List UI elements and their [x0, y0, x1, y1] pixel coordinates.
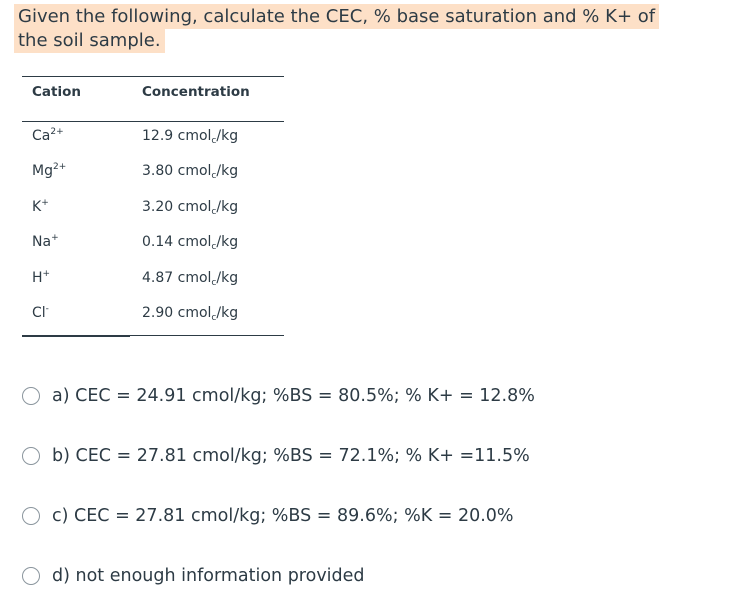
table-bottom-rule — [22, 335, 284, 336]
concentration-cell: 3.80 cmolc/kg — [142, 163, 239, 181]
table-header-rule — [22, 121, 284, 122]
radio-button-icon[interactable] — [22, 447, 40, 465]
answer-option-label: d) not enough information provided — [52, 566, 365, 586]
answer-option-c[interactable]: c) CEC = 27.81 cmol/kg; %BS = 89.6%; %K … — [22, 503, 514, 529]
radio-button-icon[interactable] — [22, 567, 40, 585]
answer-option-label: c) CEC = 27.81 cmol/kg; %BS = 89.6%; %K … — [52, 506, 514, 526]
answer-option-label: b) CEC = 27.81 cmol/kg; %BS = 72.1%; % K… — [52, 446, 530, 466]
question-highlight: Given the following, calculate the CEC, … — [14, 4, 660, 53]
anion-cell: Cl- — [32, 304, 49, 322]
concentration-cell: 4.87 cmolc/kg — [142, 270, 239, 288]
header-cation: Cation — [32, 84, 81, 100]
concentration-cell: 3.20 cmolc/kg — [142, 199, 239, 217]
concentration-cell: 2.90 cmolc/kg — [142, 305, 239, 323]
cation-cell: Mg2+ — [32, 162, 67, 180]
answer-option-a[interactable]: a) CEC = 24.91 cmol/kg; %BS = 80.5%; % K… — [22, 383, 535, 409]
radio-button-icon[interactable] — [22, 387, 40, 405]
radio-button-icon[interactable] — [22, 507, 40, 525]
cation-cell: Ca2+ — [32, 127, 64, 145]
table-bottom-rule-double — [22, 336, 130, 337]
table-top-rule — [22, 76, 284, 77]
concentration-cell: 0.14 cmolc/kg — [142, 234, 239, 252]
concentration-cell: 12.9 cmolc/kg — [142, 128, 239, 146]
answer-option-b[interactable]: b) CEC = 27.81 cmol/kg; %BS = 72.1%; % K… — [22, 443, 530, 469]
answer-option-d[interactable]: d) not enough information provided — [22, 563, 365, 589]
cation-cell: H+ — [32, 269, 51, 287]
header-concentration: Concentration — [142, 84, 250, 100]
question-text: Given the following, calculate the CEC, … — [14, 4, 686, 53]
cation-cell: K+ — [32, 198, 49, 216]
answer-option-label: a) CEC = 24.91 cmol/kg; %BS = 80.5%; % K… — [52, 386, 535, 406]
cation-cell: Na+ — [32, 233, 59, 251]
